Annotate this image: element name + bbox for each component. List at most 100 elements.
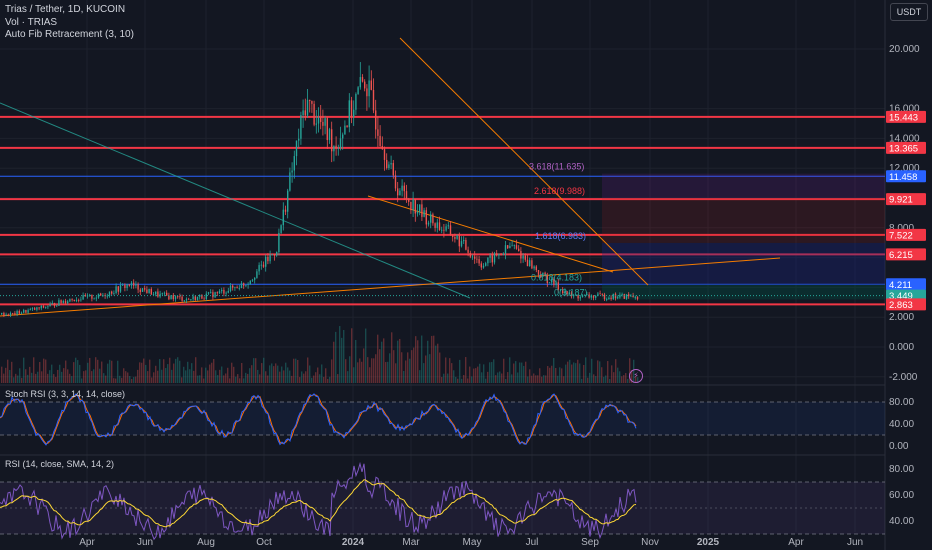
volume-bar bbox=[379, 349, 381, 383]
volume-bar bbox=[175, 358, 177, 383]
candle bbox=[586, 294, 588, 296]
candle bbox=[18, 311, 20, 314]
candle bbox=[458, 235, 460, 247]
candle bbox=[383, 149, 386, 160]
volume-bar bbox=[579, 363, 581, 383]
volume-bar bbox=[311, 377, 313, 383]
volume-bar bbox=[463, 374, 465, 383]
stoch-rsi-label[interactable]: Stoch RSI (3, 3, 14, 14, close) bbox=[5, 389, 126, 399]
candle bbox=[570, 292, 573, 297]
volume-bar bbox=[63, 368, 65, 383]
volume-bar bbox=[211, 362, 213, 383]
volume-bar bbox=[627, 378, 629, 383]
candle bbox=[64, 301, 67, 304]
volume-bar bbox=[21, 377, 23, 383]
candle bbox=[553, 279, 555, 286]
volume-bar bbox=[317, 367, 319, 383]
volume-bar bbox=[251, 365, 253, 383]
candle bbox=[601, 293, 603, 295]
volume-bar bbox=[513, 363, 515, 383]
rsi-line bbox=[0, 461, 637, 541]
volume-bar bbox=[411, 350, 413, 383]
candle bbox=[38, 307, 40, 309]
volume-bar bbox=[421, 335, 423, 383]
volume-bar bbox=[231, 362, 233, 383]
price-candles bbox=[0, 62, 885, 318]
volume-bar bbox=[41, 371, 43, 383]
candle bbox=[379, 135, 381, 147]
candle bbox=[282, 209, 284, 226]
price-tag-label: 11.458 bbox=[889, 172, 917, 183]
candle bbox=[216, 292, 218, 294]
rsi-tick: 40.00 bbox=[889, 516, 914, 527]
candle bbox=[619, 294, 621, 298]
volume-bar bbox=[59, 364, 61, 383]
lightning-icon[interactable]: ⚡ bbox=[629, 369, 643, 383]
candle bbox=[91, 294, 93, 299]
price-tag-label: 2.863 bbox=[889, 300, 913, 311]
volume-bar bbox=[177, 357, 179, 383]
volume-bar bbox=[605, 375, 607, 383]
volume-bar bbox=[219, 369, 221, 383]
volume-bar bbox=[57, 369, 59, 383]
volume-bar bbox=[89, 357, 91, 383]
volume-bar bbox=[571, 364, 573, 383]
candle bbox=[27, 310, 29, 313]
volume-bar bbox=[343, 329, 345, 383]
volume-bar bbox=[1, 366, 3, 383]
volume-bar bbox=[349, 356, 351, 383]
candle bbox=[240, 283, 243, 288]
volume-bar bbox=[171, 369, 173, 383]
candle bbox=[390, 163, 392, 165]
volume-bar bbox=[597, 360, 599, 383]
volume-bar bbox=[109, 359, 111, 383]
price-axis[interactable]: 20.000 16.000 14.000 12.000 8.000 2.000 0.000 -… bbox=[886, 44, 926, 527]
volume-bar bbox=[257, 369, 259, 383]
candle bbox=[300, 115, 302, 139]
volume-bar bbox=[443, 373, 445, 383]
currency-selector[interactable]: USDT bbox=[890, 3, 928, 21]
time-tick: 2025 bbox=[697, 537, 720, 548]
candle bbox=[144, 288, 146, 290]
candle bbox=[421, 204, 423, 217]
candle bbox=[298, 138, 300, 141]
candle bbox=[269, 254, 271, 262]
candle bbox=[361, 77, 364, 82]
candle bbox=[14, 313, 16, 315]
volume-bar bbox=[599, 361, 601, 383]
volume-bar bbox=[31, 372, 33, 383]
volume-bar bbox=[559, 367, 561, 383]
volume-bar bbox=[183, 366, 185, 383]
candle bbox=[634, 296, 636, 298]
price-tick: 20.000 bbox=[889, 44, 920, 55]
volume-bar bbox=[619, 371, 621, 383]
price-tag bbox=[886, 298, 926, 311]
time-tick: Sep bbox=[581, 537, 599, 548]
stoch-tick: 40.00 bbox=[889, 419, 914, 430]
volume-bar bbox=[439, 352, 441, 383]
candle bbox=[317, 117, 320, 124]
candle bbox=[542, 272, 544, 277]
volume-bar bbox=[35, 373, 37, 383]
time-axis[interactable]: Apr Jun Aug Oct 2024 Mar May Jul Sep Nov 2025 Apr Ju… bbox=[79, 537, 863, 548]
candle bbox=[311, 101, 313, 104]
stoch-k-line bbox=[0, 393, 637, 446]
volume-bar bbox=[151, 377, 153, 383]
candle bbox=[137, 284, 139, 290]
volume-bar bbox=[111, 360, 113, 383]
volume-bar bbox=[71, 376, 73, 383]
volume-bar bbox=[27, 374, 29, 383]
candle bbox=[280, 225, 282, 233]
time-tick: Apr bbox=[79, 537, 95, 548]
volume-bar bbox=[215, 370, 217, 383]
candle bbox=[577, 294, 579, 299]
rsi-label[interactable]: RSI (14, close, SMA, 14, 2) bbox=[5, 459, 115, 469]
candle bbox=[588, 294, 590, 298]
fib-legend[interactable]: Auto Fib Retracement (3, 10) bbox=[5, 29, 134, 40]
candle bbox=[522, 255, 524, 259]
volume-bar bbox=[477, 366, 479, 383]
volume-bar bbox=[227, 367, 229, 383]
volume-bar bbox=[491, 362, 493, 383]
candle bbox=[559, 289, 562, 291]
